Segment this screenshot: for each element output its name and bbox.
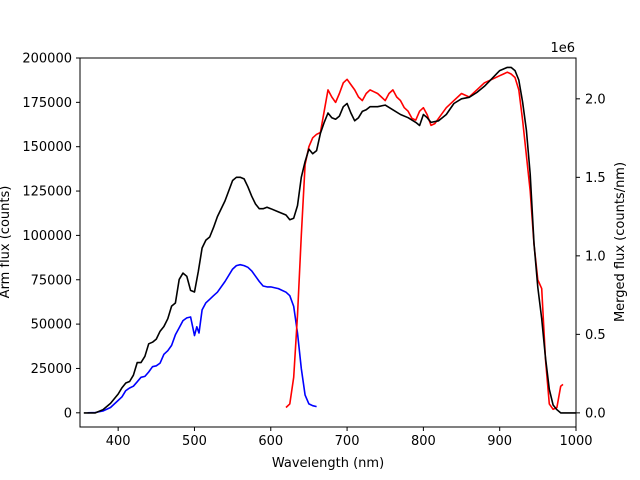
series-line-0 <box>87 263 317 414</box>
y-left-tick-label: 175000 <box>22 96 72 111</box>
y-right-tick-label: 0.0 <box>585 406 606 421</box>
x-tick-label: 1000 <box>559 434 592 449</box>
x-tick-label: 400 <box>106 434 131 449</box>
y-left-tick-label: 0 <box>64 406 72 421</box>
y-right-tick-label: 0.5 <box>585 328 606 343</box>
y-left-tick-label: 150000 <box>22 140 72 155</box>
y-right-tick-label: 2.0 <box>585 92 606 107</box>
y-left-tick-label: 50000 <box>31 318 72 333</box>
y-right-tick-label: 1.5 <box>585 171 606 186</box>
y-left-tick-label: 200000 <box>22 52 72 67</box>
y-left-tick-label: 25000 <box>31 362 72 377</box>
series-line-2 <box>83 66 576 414</box>
right-axis-multiplier: 1e6 <box>550 41 575 56</box>
x-tick-label: 900 <box>487 434 512 449</box>
series-layer <box>83 66 576 414</box>
y-axis-label-left: Arm flux (counts) <box>0 186 13 299</box>
x-tick-label: 600 <box>258 434 283 449</box>
series-line-1 <box>285 71 564 411</box>
y-right-tick-label: 1.0 <box>585 249 606 264</box>
y-left-tick-label: 75000 <box>31 273 72 288</box>
x-axis-label: Wavelength (nm) <box>272 456 384 471</box>
x-tick-label: 500 <box>182 434 207 449</box>
x-tick-label: 700 <box>335 434 360 449</box>
y-axis-label-right: Merged flux (counts/nm) <box>613 162 628 322</box>
plot-frame <box>79 57 577 428</box>
x-tick-label: 800 <box>411 434 436 449</box>
y-left-tick-label: 100000 <box>22 229 72 244</box>
y-left-tick-label: 125000 <box>22 185 72 200</box>
tick-layer: 400 500 600 700 800 900 1000 0 25000 50000 75000 10… <box>22 52 605 450</box>
